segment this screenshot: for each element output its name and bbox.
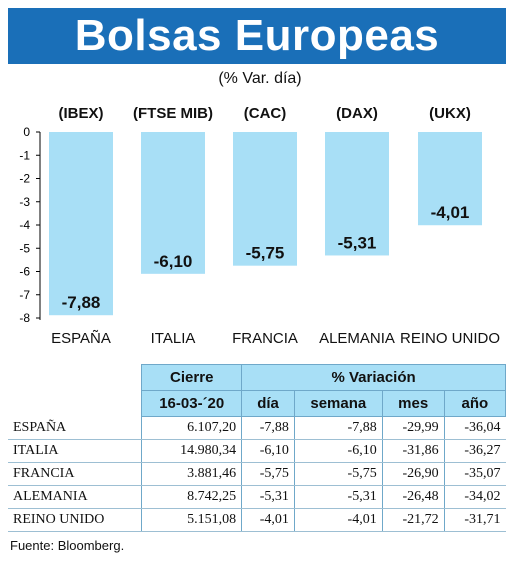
y-tick-label: -6 — [19, 265, 30, 279]
data-table: Cierre % Variación 16-03-´20 día semana … — [8, 364, 507, 532]
row-ano: -35,07 — [443, 462, 506, 486]
row-ano: -34,02 — [443, 485, 506, 509]
row-country: ITALIA — [8, 439, 142, 463]
y-tick-label: -1 — [19, 148, 30, 162]
row-ano: -36,04 — [443, 416, 506, 440]
source-note: Fuente: Bloomberg. — [10, 538, 125, 553]
bar — [233, 132, 297, 266]
table-row: REINO UNIDO 5.151,08 -4,01 -4,01 -21,72 … — [8, 508, 506, 532]
row-mes: -26,48 — [381, 485, 445, 509]
row-close: 6.107,20 — [141, 416, 242, 440]
y-tick-label: -2 — [19, 172, 30, 186]
row-mes: -29,99 — [381, 416, 445, 440]
row-close: 3.881,46 — [141, 462, 242, 486]
row-semana: -6,10 — [293, 439, 383, 463]
row-dia: -7,88 — [241, 416, 295, 440]
table-header-empty — [8, 364, 142, 391]
row-mes: -21,72 — [381, 508, 445, 532]
row-close: 5.151,08 — [141, 508, 242, 532]
index-label: (DAX) — [336, 105, 378, 122]
y-tick-label: -8 — [19, 311, 30, 325]
table-header-date: 16-03-´20 — [141, 390, 243, 417]
index-label: (UKX) — [429, 105, 471, 122]
row-ano: -36,27 — [443, 439, 506, 463]
table-row: ESPAÑA 6.107,20 -7,88 -7,88 -29,99 -36,0… — [8, 416, 506, 440]
table-row: ALEMANIA 8.742,25 -5,31 -5,31 -26,48 -34… — [8, 485, 506, 509]
bar — [141, 132, 205, 274]
row-country: ESPAÑA — [8, 416, 142, 440]
table-row: ITALIA 14.980,34 -6,10 -6,10 -31,86 -36,… — [8, 439, 506, 463]
category-label: ITALIA — [151, 330, 196, 347]
index-label: (CAC) — [244, 105, 287, 122]
bar — [325, 132, 389, 256]
row-semana: -5,75 — [293, 462, 383, 486]
y-tick-label: 0 — [23, 125, 30, 139]
category-label: REINO UNIDO — [400, 330, 500, 347]
row-semana: -7,88 — [293, 416, 383, 440]
bar — [49, 132, 113, 316]
y-tick-label: -3 — [19, 195, 30, 209]
table-col-dia: día — [241, 390, 295, 417]
row-ano: -31,71 — [443, 508, 506, 532]
row-semana: -4,01 — [293, 508, 383, 532]
chart-title: Bolsas Europeas — [74, 11, 440, 60]
table-header-variacion: % Variación — [241, 364, 506, 391]
row-semana: -5,31 — [293, 485, 383, 509]
title-banner: Bolsas Europeas — [8, 8, 506, 64]
row-dia: -6,10 — [241, 439, 295, 463]
chart-subtitle: (% Var. día) — [218, 70, 302, 87]
value-label: -4,01 — [431, 203, 470, 222]
row-close: 8.742,25 — [141, 485, 242, 509]
category-label: ALEMANIA — [319, 330, 395, 347]
row-dia: -5,75 — [241, 462, 295, 486]
row-dia: -5,31 — [241, 485, 295, 509]
category-label: ESPAÑA — [51, 330, 111, 347]
value-label: -5,31 — [338, 233, 377, 252]
table-col-mes: mes — [381, 390, 445, 417]
value-label: -5,75 — [246, 244, 285, 263]
y-tick-label: -7 — [19, 288, 30, 302]
index-label: (FTSE MIB) — [133, 105, 213, 122]
row-dia: -4,01 — [241, 508, 295, 532]
y-tick-label: -4 — [19, 218, 30, 232]
bar — [418, 132, 482, 226]
row-country: ALEMANIA — [8, 485, 142, 509]
table-col-ano: año — [443, 390, 507, 417]
value-label: -7,88 — [62, 293, 101, 312]
index-label: (IBEX) — [59, 105, 104, 122]
table-header-cierre: Cierre — [141, 364, 243, 391]
row-country: FRANCIA — [8, 462, 142, 486]
table-header-empty-2 — [8, 390, 142, 417]
table-col-semana: semana — [293, 390, 383, 417]
row-close: 14.980,34 — [141, 439, 242, 463]
value-label: -6,10 — [154, 252, 193, 271]
y-tick-label: -5 — [19, 241, 30, 255]
table-row: FRANCIA 3.881,46 -5,75 -5,75 -26,90 -35,… — [8, 462, 506, 486]
row-mes: -26,90 — [381, 462, 445, 486]
category-label: FRANCIA — [232, 330, 298, 347]
row-country: REINO UNIDO — [8, 508, 142, 532]
bar-chart: 0 -1 -2 -3 -4 -5 -6 -7 -8 (IBEX) -7,88 ESPAÑA (FTSE … — [19, 105, 500, 347]
row-mes: -31,86 — [381, 439, 445, 463]
